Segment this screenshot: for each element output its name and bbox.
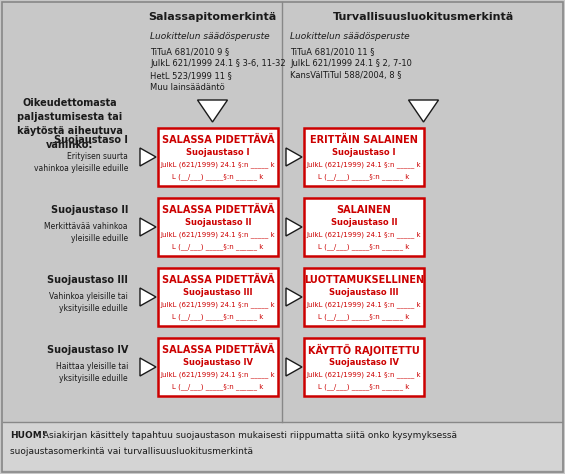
Text: KansVälTiTul 588/2004, 8 §: KansVälTiTul 588/2004, 8 § [290,71,401,80]
Bar [304,338,424,396]
Text: Suojaustaso I: Suojaustaso I [332,148,395,157]
Bar [158,268,278,326]
Text: Erityisen suurta
vahinkoa yleisille eduille: Erityisen suurta vahinkoa yleisille edui… [34,152,128,173]
Text: JulkL (621/1999) 24.1 §:n _____ k: JulkL (621/1999) 24.1 §:n _____ k [160,372,275,379]
Text: SALASSA PIDETTÄVÄ: SALASSA PIDETTÄVÄ [162,274,275,285]
Text: Suojaustaso IV: Suojaustaso IV [183,358,253,367]
Bar [304,128,424,186]
Text: L (__/___) _____§:n ______ k: L (__/___) _____§:n ______ k [318,243,410,249]
Polygon shape [140,288,156,306]
Text: L (__/___) _____§:n ______ k: L (__/___) _____§:n ______ k [172,383,264,390]
Text: JulkL (621/1999) 24.1 §:n _____ k: JulkL (621/1999) 24.1 §:n _____ k [160,232,275,238]
Text: Asiakirjan käsittely tapahtuu suojaustason mukaisesti riippumatta siitä onko kys: Asiakirjan käsittely tapahtuu suojaustas… [40,431,457,440]
Text: JulkL (621/1999) 24.1 §:n _____ k: JulkL (621/1999) 24.1 §:n _____ k [160,162,275,168]
Text: Salassapitomerkintä: Salassapitomerkintä [149,12,277,22]
Polygon shape [408,100,438,122]
Polygon shape [286,358,302,376]
Text: Suojaustaso III: Suojaustaso III [47,274,128,284]
Text: SALASSA PIDETTÄVÄ: SALASSA PIDETTÄVÄ [162,345,275,355]
Text: SALASSA PIDETTÄVÄ: SALASSA PIDETTÄVÄ [162,135,275,145]
Bar [158,338,278,396]
Polygon shape [286,288,302,306]
Text: KÄYTTÖ RAJOITETTU: KÄYTTÖ RAJOITETTU [308,344,420,356]
Text: Suojaustaso IV: Suojaustaso IV [329,358,399,367]
Text: Suojaustaso III: Suojaustaso III [183,289,253,298]
Text: L (__/___) _____§:n ______ k: L (__/___) _____§:n ______ k [318,173,410,180]
Text: Turvallisuusluokitusmerkintä: Turvallisuusluokitusmerkintä [333,12,514,22]
Text: Suojaustaso II: Suojaustaso II [331,219,397,228]
Text: Suojaustaso IV: Suojaustaso IV [47,345,128,355]
Polygon shape [198,100,228,122]
Polygon shape [140,218,156,236]
Text: HUOM!: HUOM! [10,431,46,440]
Text: HetL 523/1999 11 §: HetL 523/1999 11 § [150,71,232,80]
Polygon shape [286,148,302,166]
Text: L (__/___) _____§:n ______ k: L (__/___) _____§:n ______ k [172,243,264,249]
Polygon shape [140,148,156,166]
Text: ERITTÄIN SALAINEN: ERITTÄIN SALAINEN [310,135,418,145]
Text: L (__/___) _____§:n ______ k: L (__/___) _____§:n ______ k [318,313,410,319]
Polygon shape [140,358,156,376]
Text: Suojaustaso II: Suojaustaso II [51,205,128,215]
Text: Vahinkoa yleisille tai
yksityisille eduille: Vahinkoa yleisille tai yksityisille edui… [49,292,128,313]
Text: JulkL (621/1999) 24.1 §:n _____ k: JulkL (621/1999) 24.1 §:n _____ k [307,372,421,379]
Text: Oikeudettomasta
paljastumisesta tai
käytöstä aiheutuva
vahinko:: Oikeudettomasta paljastumisesta tai käyt… [17,98,123,150]
Text: L (__/___) _____§:n ______ k: L (__/___) _____§:n ______ k [172,313,264,319]
Text: JulkL (621/1999) 24.1 §:n _____ k: JulkL (621/1999) 24.1 §:n _____ k [160,302,275,309]
Bar [158,128,278,186]
Bar [3,422,562,470]
Text: Suojaustaso I: Suojaustaso I [54,135,128,145]
Text: L (__/___) _____§:n ______ k: L (__/___) _____§:n ______ k [172,173,264,180]
Bar [304,198,424,256]
Text: Suojaustaso III: Suojaustaso III [329,289,399,298]
Text: TiTuA 681/2010 9 §: TiTuA 681/2010 9 § [150,47,229,56]
Text: JulkL (621/1999) 24.1 §:n _____ k: JulkL (621/1999) 24.1 §:n _____ k [307,162,421,168]
Text: Luokittelun säädösperuste: Luokittelun säädösperuste [150,32,270,41]
Bar [304,268,424,326]
Text: JulkL 621/1999 24.1 § 3-6, 11-32: JulkL 621/1999 24.1 § 3-6, 11-32 [150,59,286,68]
Text: SALASSA PIDETTÄVÄ: SALASSA PIDETTÄVÄ [162,205,275,215]
Text: Suojaustaso II: Suojaustaso II [185,219,251,228]
Text: L (__/___) _____§:n ______ k: L (__/___) _____§:n ______ k [318,383,410,390]
Text: JulkL (621/1999) 24.1 §:n _____ k: JulkL (621/1999) 24.1 §:n _____ k [307,302,421,309]
Text: Luokittelun säädösperuste: Luokittelun säädösperuste [290,32,410,41]
Text: TiTuA 681/2010 11 §: TiTuA 681/2010 11 § [290,47,375,56]
Text: Merkittävää vahinkoa
yleisille eduille: Merkittävää vahinkoa yleisille eduille [45,222,128,243]
Text: Suojaustaso I: Suojaustaso I [186,148,250,157]
Text: Haittaa yleisille tai
yksityisille eduille: Haittaa yleisille tai yksityisille eduil… [55,362,128,383]
Text: SALAINEN: SALAINEN [337,205,392,215]
Bar [158,198,278,256]
Text: Muu lainsäädäntö: Muu lainsäädäntö [150,83,225,92]
Text: LUOTTAMUKSELLINEN: LUOTTAMUKSELLINEN [304,274,424,284]
Text: JulkL (621/1999) 24.1 §:n _____ k: JulkL (621/1999) 24.1 §:n _____ k [307,232,421,238]
Polygon shape [286,218,302,236]
Text: JulkL 621/1999 24.1 § 2, 7-10: JulkL 621/1999 24.1 § 2, 7-10 [290,59,412,68]
Text: suojaustasomerkintä vai turvallisuusluokitusmerkintä: suojaustasomerkintä vai turvallisuusluok… [10,447,253,456]
